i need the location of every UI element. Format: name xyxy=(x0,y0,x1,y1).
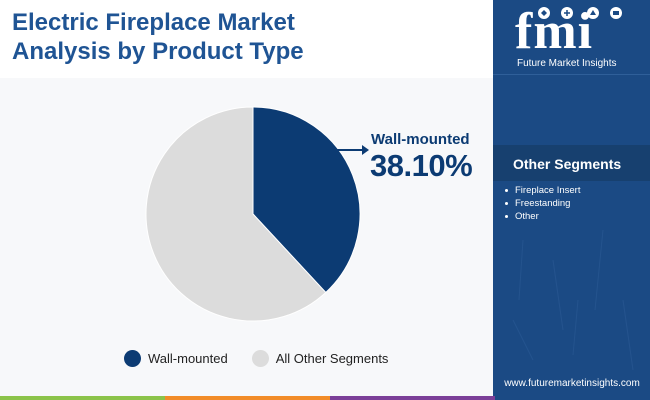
legend-swatch-wall-mounted xyxy=(124,349,141,367)
pie-chart xyxy=(145,106,369,322)
other-segments-header xyxy=(493,145,650,181)
callout-arrow-icon xyxy=(362,145,369,155)
title-line-1: Electric Fireplace Market xyxy=(12,9,295,36)
legend-label: All Other Segments xyxy=(275,350,389,366)
strip-green xyxy=(0,396,165,400)
bottom-color-strip xyxy=(0,396,650,400)
legend-item-wall-mounted: Wall-mounted xyxy=(124,349,228,367)
other-segments-title: Other Segments xyxy=(513,156,622,172)
strip-blue xyxy=(495,396,650,400)
sidebar-texture xyxy=(512,229,634,371)
legend: Wall-mounted All Other Segments xyxy=(124,347,412,369)
website-link[interactable]: www.futuremarketinsights.com xyxy=(504,378,640,389)
brand-name: Future Market Insights xyxy=(517,58,617,69)
page-title: Electric Fireplace Market Analysis by Pr… xyxy=(12,8,482,66)
title-line-2: Analysis by Product Type xyxy=(12,38,304,65)
sidebar: fmi Future Market Insights Other Segment… xyxy=(493,0,650,400)
callout-label: Wall-mounted xyxy=(371,131,470,148)
bullet-icon xyxy=(505,215,508,218)
strip-orange xyxy=(165,396,330,400)
callout-value: 38.10% xyxy=(370,148,473,183)
list-item: Freestanding xyxy=(505,197,580,210)
list-item: Fireplace Insert xyxy=(505,184,580,197)
bullet-icon xyxy=(505,189,508,192)
pie-slice-all-other-segments xyxy=(145,106,327,322)
logo: fmi Future Market Insights xyxy=(493,0,650,75)
strip-purple xyxy=(330,396,495,400)
segment-label: Freestanding xyxy=(515,198,571,209)
legend-swatch-other xyxy=(251,349,269,367)
list-item: Other xyxy=(505,210,580,223)
header: Electric Fireplace Market Analysis by Pr… xyxy=(0,0,493,78)
logo-icons xyxy=(538,7,622,19)
pie-slice-wall-mounted xyxy=(252,106,361,294)
legend-item-other: All Other Segments xyxy=(251,349,389,367)
legend-label: Wall-mounted xyxy=(148,350,228,366)
segment-label: Other xyxy=(515,211,539,222)
bullet-icon xyxy=(505,202,508,205)
logo-text: fmi xyxy=(515,3,594,60)
segment-label: Fireplace Insert xyxy=(515,185,581,196)
other-segments-list: Fireplace Insert Freestanding Other xyxy=(505,184,580,223)
